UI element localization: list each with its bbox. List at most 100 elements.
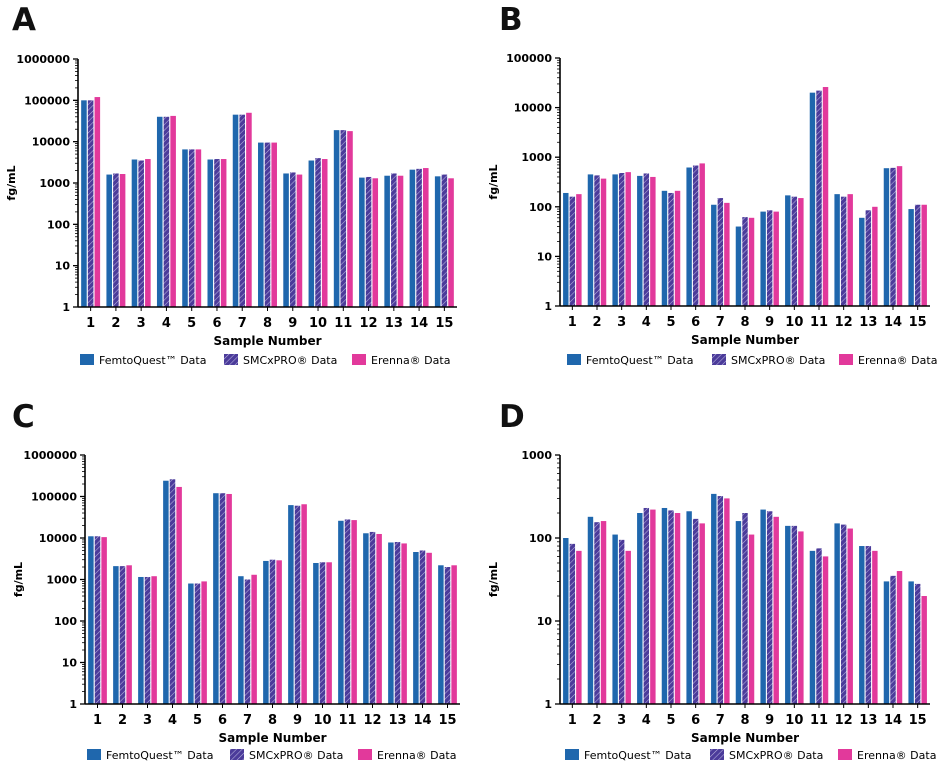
bar-smcxpro-sample-12 bbox=[840, 196, 847, 306]
bar-smcxpro-sample-13 bbox=[865, 546, 872, 704]
x-tick-label: 10 bbox=[785, 713, 803, 728]
bar-femtoquest-sample-7 bbox=[711, 204, 717, 306]
bar-smcxpro-sample-10 bbox=[791, 196, 798, 306]
bar-erenna-sample-4 bbox=[650, 176, 656, 306]
bar-femtoquest-sample-13 bbox=[388, 542, 394, 704]
bar-erenna-sample-6 bbox=[699, 523, 705, 704]
bar-femtoquest-sample-10 bbox=[313, 562, 319, 704]
bar-erenna-sample-14 bbox=[423, 168, 429, 307]
bar-femtoquest-sample-13 bbox=[859, 546, 865, 704]
x-tick-label: 12 bbox=[363, 713, 381, 728]
legend-swatch bbox=[710, 749, 724, 760]
x-tick-label: 2 bbox=[592, 315, 601, 330]
bar-smcxpro-sample-14 bbox=[419, 550, 426, 704]
bar-femtoquest-sample-2 bbox=[113, 566, 119, 704]
bar-femtoquest-sample-9 bbox=[283, 173, 289, 307]
x-tick-label: 8 bbox=[740, 713, 749, 728]
legend-swatch bbox=[567, 354, 581, 365]
bar-erenna-sample-4 bbox=[176, 486, 182, 704]
bar-smcxpro-sample-10 bbox=[315, 158, 321, 307]
bar-smcxpro-sample-7 bbox=[717, 496, 724, 704]
bar-femtoquest-sample-1 bbox=[563, 192, 569, 306]
bar-erenna-sample-13 bbox=[872, 206, 878, 306]
bar-femtoquest-sample-13 bbox=[384, 175, 390, 307]
bar-femtoquest-sample-5 bbox=[661, 507, 668, 704]
y-tick-label: 100000 bbox=[506, 52, 552, 65]
bar-erenna-sample-13 bbox=[872, 550, 878, 704]
x-tick-label: 7 bbox=[716, 713, 725, 728]
legend-swatch bbox=[352, 354, 366, 365]
bar-smcxpro-sample-7 bbox=[239, 114, 246, 307]
bar-smcxpro-sample-5 bbox=[188, 149, 195, 307]
bar-smcxpro-sample-2 bbox=[594, 522, 600, 704]
bar-femtoquest-sample-6 bbox=[686, 167, 692, 306]
bar-smcxpro-sample-1 bbox=[569, 196, 576, 306]
x-tick-label: 6 bbox=[218, 713, 227, 728]
x-tick-label: 15 bbox=[909, 315, 927, 330]
y-axis-title: fg/mL bbox=[12, 562, 25, 597]
bar-femtoquest-sample-10 bbox=[785, 195, 791, 306]
bar-erenna-sample-1 bbox=[94, 97, 101, 307]
bar-erenna-sample-3 bbox=[625, 550, 631, 704]
x-tick-label: 13 bbox=[859, 315, 877, 330]
bar-femtoquest-sample-11 bbox=[809, 92, 816, 306]
bar-erenna-sample-4 bbox=[650, 509, 656, 704]
y-tick-label: 100000 bbox=[24, 94, 70, 107]
y-tick-label: 1000 bbox=[521, 449, 552, 462]
bar-erenna-sample-9 bbox=[773, 211, 779, 306]
bar-erenna-sample-12 bbox=[376, 533, 382, 704]
bar-smcxpro-sample-12 bbox=[365, 176, 372, 307]
x-tick-label: 6 bbox=[691, 713, 700, 728]
bar-erenna-sample-2 bbox=[126, 565, 132, 704]
y-tick-label: 1000000 bbox=[16, 53, 70, 66]
x-tick-label: 15 bbox=[438, 713, 456, 728]
y-tick-label: 10000 bbox=[514, 102, 553, 115]
bar-femtoquest-sample-15 bbox=[908, 581, 914, 704]
x-tick-label: 7 bbox=[238, 316, 247, 331]
bar-smcxpro-sample-1 bbox=[87, 100, 94, 307]
x-tick-label: 3 bbox=[137, 316, 146, 331]
y-axis-title: fg/mL bbox=[5, 165, 18, 200]
bar-erenna-sample-14 bbox=[426, 552, 432, 704]
bar-erenna-sample-10 bbox=[798, 198, 804, 306]
bar-smcxpro-sample-11 bbox=[340, 130, 347, 307]
y-tick-label: 100 bbox=[529, 532, 552, 545]
x-tick-label: 9 bbox=[288, 316, 297, 331]
x-axis-title: Sample Number bbox=[219, 731, 327, 745]
bar-erenna-sample-7 bbox=[246, 112, 252, 307]
x-tick-label: 1 bbox=[568, 713, 577, 728]
bar-femtoquest-sample-7 bbox=[711, 493, 717, 704]
bar-erenna-sample-5 bbox=[201, 581, 207, 704]
chart-panel-a: A 1 2 3 4 5 6 7 8 9 10 11 12 13 14 15 1 10 100 1000 10000 10… bbox=[0, 0, 475, 387]
bar-erenna-sample-6 bbox=[699, 163, 705, 306]
legend-label: Erenna® Data bbox=[858, 354, 937, 367]
bar-smcxpro-sample-8 bbox=[264, 142, 271, 307]
x-tick-label: 5 bbox=[193, 713, 202, 728]
bar-smcxpro-sample-15 bbox=[914, 204, 921, 306]
x-tick-label: 10 bbox=[313, 713, 331, 728]
bar-smcxpro-sample-12 bbox=[369, 531, 376, 704]
bar-erenna-sample-2 bbox=[600, 521, 607, 704]
y-tick-label: 1000000 bbox=[23, 449, 77, 462]
x-tick-label: 2 bbox=[118, 713, 127, 728]
panel-letter: A bbox=[12, 2, 36, 38]
bar-erenna-sample-2 bbox=[600, 178, 607, 306]
bar-erenna-sample-14 bbox=[896, 571, 903, 704]
bar-smcxpro-sample-3 bbox=[138, 160, 144, 307]
bar-erenna-sample-15 bbox=[451, 565, 457, 704]
x-tick-label: 14 bbox=[884, 315, 902, 330]
legend-label: FemtoQuest™ Data bbox=[586, 354, 693, 367]
bar-smcxpro-sample-12 bbox=[840, 524, 847, 704]
x-tick-label: 4 bbox=[162, 316, 171, 331]
y-tick-label: 100 bbox=[47, 218, 70, 231]
bar-femtoquest-sample-15 bbox=[908, 209, 914, 306]
bar-erenna-sample-8 bbox=[271, 142, 277, 307]
bar-femtoquest-sample-1 bbox=[81, 100, 87, 307]
legend-label: Erenna® Data bbox=[377, 749, 456, 762]
legend-swatch bbox=[839, 354, 853, 365]
bar-smcxpro-sample-5 bbox=[194, 583, 201, 704]
x-tick-label: 14 bbox=[413, 713, 431, 728]
bar-smcxpro-sample-13 bbox=[865, 210, 872, 306]
legend-swatch bbox=[838, 749, 852, 760]
bar-femtoquest-sample-1 bbox=[563, 538, 569, 704]
